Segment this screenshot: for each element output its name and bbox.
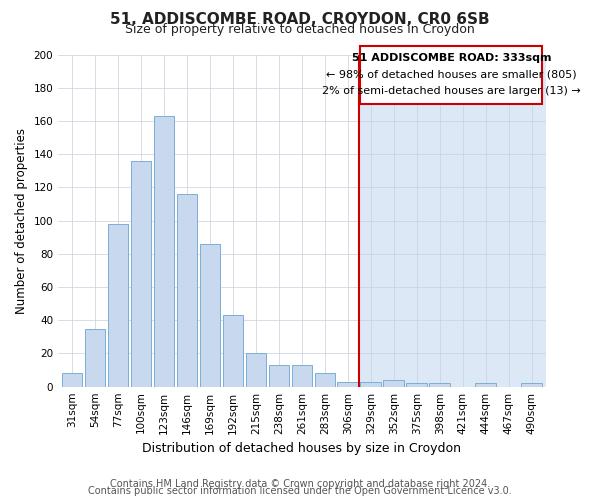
Bar	[269, 365, 289, 386]
Bar	[245, 354, 266, 386]
Bar	[223, 316, 243, 386]
Y-axis label: Number of detached properties: Number of detached properties	[15, 128, 28, 314]
Bar	[361, 382, 381, 386]
Bar	[521, 384, 542, 386]
Bar	[62, 374, 82, 386]
Text: Size of property relative to detached houses in Croydon: Size of property relative to detached ho…	[125, 22, 475, 36]
Text: Contains public sector information licensed under the Open Government Licence v3: Contains public sector information licen…	[88, 486, 512, 496]
Text: 51 ADDISCOMBE ROAD: 333sqm: 51 ADDISCOMBE ROAD: 333sqm	[352, 53, 551, 63]
FancyBboxPatch shape	[361, 46, 542, 104]
Bar	[383, 380, 404, 386]
Bar	[107, 224, 128, 386]
Bar	[430, 384, 450, 386]
Bar	[154, 116, 174, 386]
Bar	[475, 384, 496, 386]
Bar	[176, 194, 197, 386]
X-axis label: Distribution of detached houses by size in Croydon: Distribution of detached houses by size …	[142, 442, 461, 455]
Text: 2% of semi-detached houses are larger (13) →: 2% of semi-detached houses are larger (1…	[322, 86, 581, 96]
Bar	[200, 244, 220, 386]
Bar	[359, 54, 545, 386]
Bar	[406, 384, 427, 386]
Text: ← 98% of detached houses are smaller (805): ← 98% of detached houses are smaller (80…	[326, 70, 577, 80]
Text: Contains HM Land Registry data © Crown copyright and database right 2024.: Contains HM Land Registry data © Crown c…	[110, 479, 490, 489]
Bar	[292, 365, 312, 386]
Bar	[85, 328, 105, 386]
Bar	[314, 374, 335, 386]
Bar	[337, 382, 358, 386]
Text: 51, ADDISCOMBE ROAD, CROYDON, CR0 6SB: 51, ADDISCOMBE ROAD, CROYDON, CR0 6SB	[110, 12, 490, 28]
Bar	[131, 161, 151, 386]
